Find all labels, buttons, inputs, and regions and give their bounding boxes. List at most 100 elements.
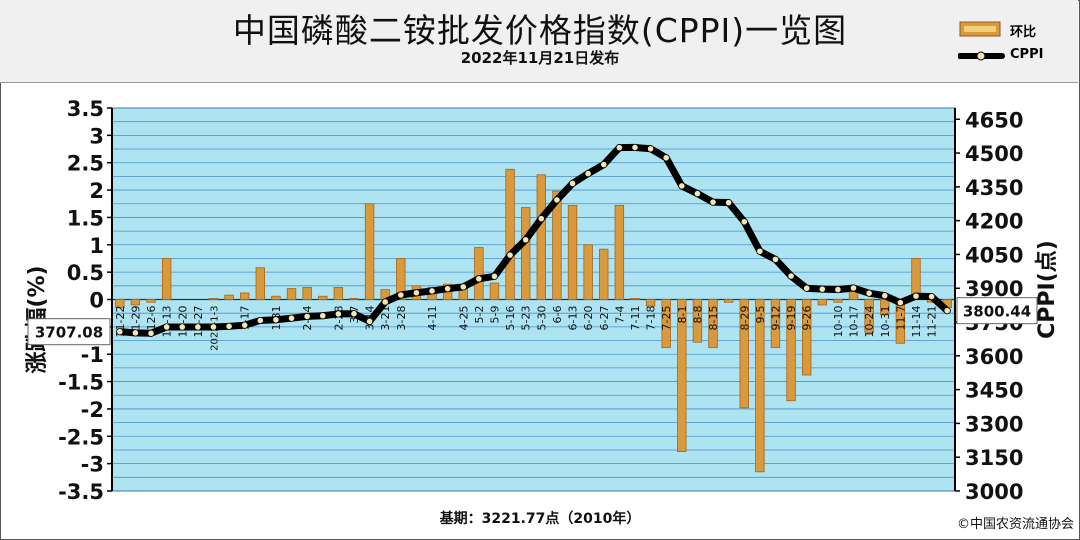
left-tick-label: 2.5 <box>67 152 104 176</box>
x-tick-label: 11-21 <box>926 306 939 338</box>
cppi-point <box>147 329 155 337</box>
bar <box>583 244 593 300</box>
left-tick-label: 1 <box>89 234 104 258</box>
cppi-point <box>256 316 264 325</box>
x-tick-label: 9-19 <box>785 306 798 331</box>
x-tick-label: 8-8 <box>691 306 704 324</box>
bar <box>833 299 843 303</box>
bar <box>286 288 297 300</box>
bar <box>552 190 562 300</box>
bar <box>692 299 703 343</box>
right-tick-label: 4050 <box>965 243 1023 267</box>
cppi-point <box>896 299 904 307</box>
left-tick-label: 3 <box>89 124 104 148</box>
bar <box>161 258 172 300</box>
right-tick-label: 3300 <box>965 412 1023 436</box>
left-tick-label: 3.5 <box>67 97 104 121</box>
cppi-point <box>631 143 639 152</box>
left-tick-label: 1.5 <box>67 206 104 230</box>
cppi-point <box>771 255 780 263</box>
cppi-point <box>740 218 748 226</box>
legend-item-bar: 环比 <box>958 20 1073 40</box>
right-tick-label: 3150 <box>965 446 1023 470</box>
left-tick-label: -2 <box>81 398 104 422</box>
legend-bar-label: 环比 <box>1010 25 1037 40</box>
x-tick-label: 7-18 <box>645 306 658 331</box>
left-tick-label: -1 <box>81 343 104 367</box>
x-tick-label: 10-31 <box>879 306 892 338</box>
cppi-point <box>553 196 561 204</box>
bar <box>645 299 656 307</box>
cppi-point <box>397 291 405 299</box>
right-tick-label: 3600 <box>965 345 1023 369</box>
left-tick-label: -1.5 <box>58 371 104 395</box>
cppi-point <box>319 312 327 320</box>
bar <box>614 204 625 300</box>
x-tick-label: 6-13 <box>567 306 580 331</box>
cppi-point <box>646 145 655 153</box>
cppi-point <box>241 321 249 329</box>
right-axis-title: CPPI(点) <box>1034 240 1060 339</box>
cppi-point <box>163 323 171 331</box>
cppi-point <box>209 323 218 331</box>
cppi-point <box>537 215 545 223</box>
cppi-point <box>444 285 452 293</box>
bar <box>255 267 265 300</box>
x-tick-label: 9-12 <box>769 306 782 331</box>
cppi-point <box>693 190 702 198</box>
cppi-point <box>927 292 936 301</box>
cppi-point <box>600 160 608 169</box>
chart-subtitle: 2022年11月21日发布 <box>460 49 620 67</box>
bar <box>599 248 609 300</box>
cppi-point <box>272 316 280 324</box>
x-tick-label: 10-17 <box>848 306 861 338</box>
cppi-point <box>818 285 826 293</box>
source-credit: ©中国农资流通协会 <box>956 517 1074 532</box>
bar <box>146 299 156 303</box>
x-tick-label: 5-2 <box>473 306 486 324</box>
cppi-point <box>490 272 499 280</box>
bar <box>630 298 640 300</box>
x-tick-label: 12-13 <box>161 306 174 338</box>
cppi-point <box>350 310 358 318</box>
x-tick-label: 11-7 <box>894 306 907 331</box>
left-tick-label: -3.5 <box>58 480 104 504</box>
right-tick-label: 4500 <box>965 142 1023 166</box>
cppi-point <box>568 179 577 188</box>
chart-header: 中国磷酸二铵批发价格指数(CPPI)一览图 2022年11月21日发布 环比 C… <box>0 0 1078 83</box>
bar <box>739 299 749 409</box>
cppi-point <box>787 272 795 280</box>
x-tick-label: 9-26 <box>801 306 814 331</box>
bar <box>208 298 219 300</box>
x-tick-label: 5-30 <box>535 306 548 331</box>
cppi-point <box>725 199 733 207</box>
cppi-point <box>709 198 717 206</box>
chart-title: 中国磷酸二铵批发价格指数(CPPI)一览图 <box>232 11 848 50</box>
legend-bar-swatch <box>959 21 1001 37</box>
cppi-point <box>615 144 623 152</box>
x-tick-label: 7-25 <box>660 306 673 331</box>
cppi-point <box>303 312 311 320</box>
x-tick-label: 5-16 <box>504 306 517 331</box>
cppi-point <box>194 323 202 331</box>
bar <box>130 299 141 306</box>
bar <box>864 299 874 333</box>
bar <box>770 299 781 349</box>
right-tick-label: 3000 <box>965 480 1023 504</box>
bar <box>318 295 328 300</box>
cppi-point <box>522 236 530 244</box>
bar <box>396 258 406 300</box>
left-tick-label: -3 <box>81 453 104 477</box>
cppi-point <box>881 292 889 300</box>
x-tick-label: 8-1 <box>676 306 689 324</box>
cppi-point <box>178 323 186 331</box>
bar <box>708 299 718 349</box>
cppi-point <box>428 287 436 295</box>
x-tick-label: 12-27 <box>192 306 205 338</box>
chart-area: 3.532.521.510.50-0.5-1-1.5-2-2.5-3-3.546… <box>25 97 1060 504</box>
cppi-point <box>756 247 764 255</box>
cppi-point <box>381 298 389 306</box>
legend-item-line: CPPI <box>958 46 1073 66</box>
legend-line-label: CPPI <box>1010 47 1044 62</box>
bar <box>755 299 765 473</box>
